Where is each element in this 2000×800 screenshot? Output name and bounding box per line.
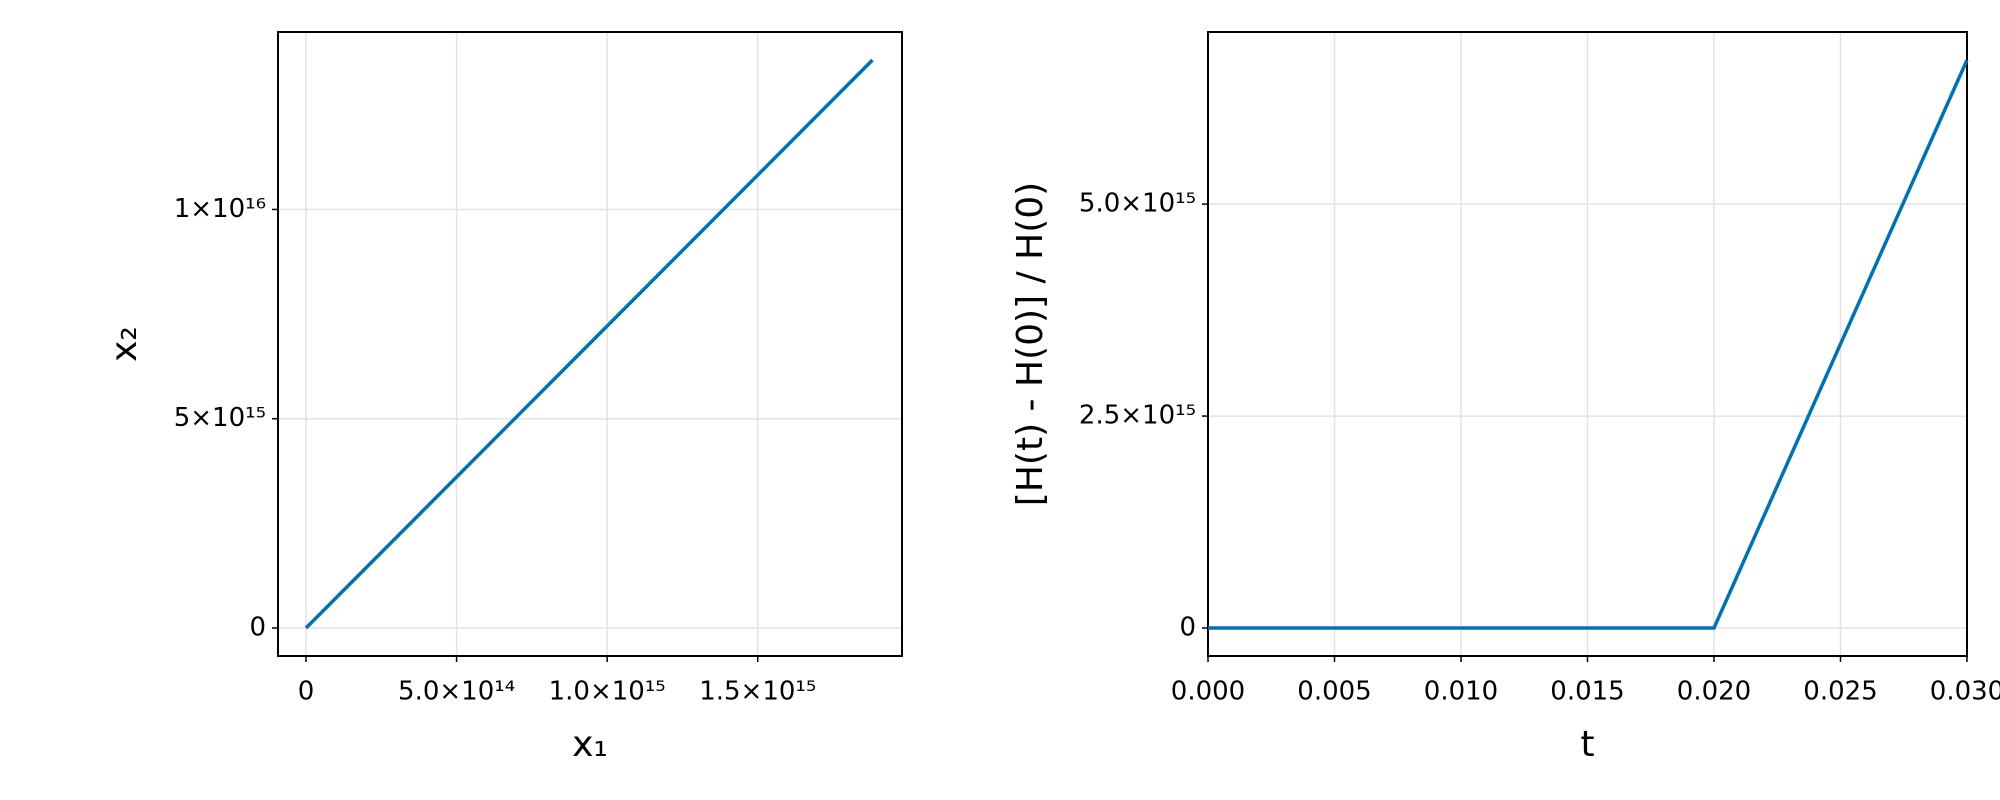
x-tick-label: 0.030 bbox=[1930, 677, 2000, 707]
x-tick-label: 0.000 bbox=[1171, 677, 1245, 707]
data-line bbox=[1208, 59, 1969, 630]
plot-frame bbox=[277, 31, 903, 657]
y-tick-label: 5×10¹⁵ bbox=[174, 403, 266, 433]
x-tick-label: 1.5×10¹⁵ bbox=[699, 677, 816, 707]
x-tick-label: 0.020 bbox=[1677, 677, 1751, 707]
axis-label: x₂ bbox=[104, 326, 145, 362]
axis-label: t bbox=[1580, 724, 1594, 765]
data-line bbox=[304, 58, 874, 630]
plot-frame bbox=[1207, 31, 1968, 657]
x-tick-label: 0.005 bbox=[1297, 677, 1371, 707]
x-tick-label: 0 bbox=[298, 677, 315, 707]
y-tick-label: 0 bbox=[1179, 613, 1196, 643]
y-tick-label: 2.5×10¹⁵ bbox=[1079, 401, 1196, 431]
x-tick-label: 0.010 bbox=[1424, 677, 1498, 707]
x-tick-label: 1.0×10¹⁵ bbox=[549, 677, 666, 707]
y-tick-label: 0 bbox=[249, 612, 266, 642]
axis-label: x₁ bbox=[572, 724, 608, 765]
x-tick-label: 5.0×10¹⁴ bbox=[398, 677, 515, 707]
axis-label: [H(t) - H(0)] / H(0) bbox=[1010, 182, 1051, 506]
x-tick-label: 0.025 bbox=[1803, 677, 1877, 707]
y-tick-label: 1×10¹⁶ bbox=[174, 194, 266, 224]
y-tick-label: 5.0×10¹⁵ bbox=[1079, 189, 1196, 219]
x-tick-label: 0.015 bbox=[1550, 677, 1624, 707]
